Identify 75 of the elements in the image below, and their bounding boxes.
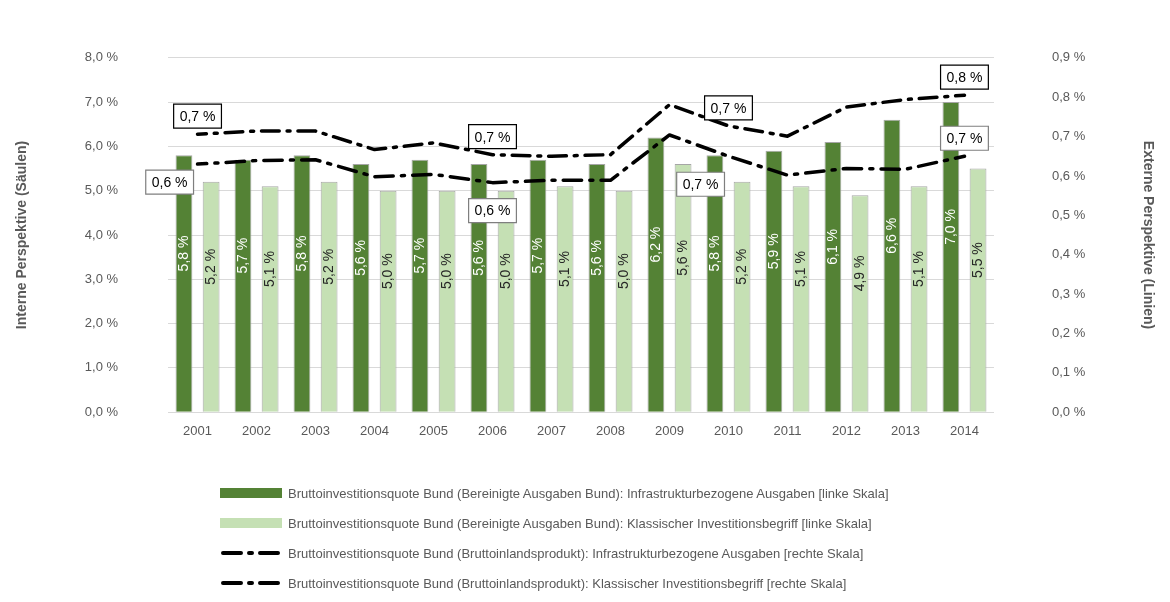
- y-tick-label: 2,0 %: [84, 315, 119, 331]
- data-label: 5,1 %: [260, 251, 277, 287]
- data-label: 0,7 %: [474, 128, 511, 145]
- y-tick-label: 4,0 %: [84, 226, 119, 242]
- data-label: 0,7 %: [710, 99, 747, 116]
- data-label: 5,0 %: [437, 253, 454, 290]
- legend-label: Bruttoinvestitionsquote Bund (Bruttoinlandsprodukt): Infrastrukturbezogene Ausgaben [rechte Skala]: [288, 545, 864, 561]
- data-label: 0,6 %: [151, 173, 188, 190]
- data-label: 5,8 %: [174, 235, 191, 272]
- data-label: 0,6 %: [474, 202, 511, 219]
- x-tick-label: 2007: [537, 422, 566, 438]
- x-tick-label: 2003: [301, 422, 330, 438]
- data-label: 5,6 %: [587, 240, 604, 276]
- y-tick-label: 7,0 %: [84, 93, 119, 109]
- y2-tick-label: 0,4 %: [1051, 246, 1086, 262]
- data-label: 5,7 %: [233, 237, 250, 274]
- data-label: 5,1 %: [909, 251, 926, 287]
- y-tick-label: 0,0 %: [84, 403, 119, 419]
- x-tick-label: 2010: [714, 422, 743, 438]
- data-label: 5,2 %: [319, 248, 336, 285]
- y2-tick-label: 0,3 %: [1051, 285, 1086, 301]
- data-label: 5,1 %: [791, 251, 808, 287]
- data-label: 5,9 %: [764, 233, 781, 270]
- y2-tick-label: 0,9 %: [1051, 49, 1086, 65]
- data-label: 4,9 %: [850, 255, 867, 292]
- data-label: 5,8 %: [292, 235, 309, 272]
- y-axis-title: Interne Perspektive (Säulen): [13, 140, 30, 330]
- data-label: 5,5 %: [968, 242, 985, 279]
- data-label: 5,6 %: [351, 240, 368, 276]
- legend-label: Bruttoinvestitionsquote Bund (Bereinigte Ausgaben Bund): Infrastrukturbezogene Ausgaben [linke Skala]: [288, 485, 889, 501]
- y2-tick-label: 0,6 %: [1051, 167, 1086, 183]
- x-tick-label: 2014: [950, 422, 979, 438]
- data-label: 7,0 %: [941, 208, 958, 245]
- data-label: 5,7 %: [528, 237, 545, 274]
- data-label: 0,8 %: [946, 69, 983, 86]
- x-tick-label: 2001: [183, 422, 212, 438]
- x-tick-label: 2006: [478, 422, 507, 438]
- data-label: 5,2 %: [732, 248, 749, 285]
- data-label: 0,7 %: [682, 176, 719, 193]
- data-label: 6,1 %: [823, 228, 840, 265]
- y2-tick-label: 0,0 %: [1051, 403, 1086, 419]
- data-label: 0,7 %: [179, 108, 216, 125]
- y-tick-label: 8,0 %: [84, 49, 119, 65]
- y-tick-label: 1,0 %: [84, 359, 119, 375]
- x-tick-label: 2009: [655, 422, 684, 438]
- x-tick-label: 2008: [596, 422, 625, 438]
- data-label: 5,7 %: [410, 237, 427, 274]
- y2-tick-label: 0,2 %: [1051, 325, 1086, 341]
- x-tick-label: 2002: [242, 422, 271, 438]
- y-tick-label: 3,0 %: [84, 270, 119, 286]
- y-tick-label: 5,0 %: [84, 182, 119, 198]
- data-label: 5,8 %: [705, 235, 722, 272]
- legend-label: Bruttoinvestitionsquote Bund (Bereinigte Ausgaben Bund): Klassischer Investitionsbegriff [linke Skala]: [288, 515, 872, 531]
- data-label: 5,0 %: [378, 253, 395, 290]
- data-label: 5,2 %: [201, 248, 218, 285]
- x-tick-label: 2011: [773, 422, 802, 438]
- x-tick-label: 2005: [419, 422, 448, 438]
- y2-axis-title: Externe Perspektive (Linien): [1140, 140, 1157, 330]
- y2-tick-label: 0,5 %: [1051, 206, 1086, 222]
- data-label: 5,1 %: [555, 251, 572, 287]
- x-tick-label: 2013: [891, 422, 920, 438]
- y2-tick-label: 0,7 %: [1051, 128, 1086, 144]
- x-tick-label: 2004: [360, 422, 389, 438]
- data-label: 5,6 %: [673, 240, 690, 276]
- y2-tick-label: 0,8 %: [1051, 88, 1086, 104]
- data-label: 5,0 %: [614, 253, 631, 290]
- y-tick-label: 6,0 %: [84, 137, 119, 153]
- data-label: 6,6 %: [882, 217, 899, 254]
- y2-tick-label: 0,1 %: [1051, 364, 1086, 380]
- data-label: 5,6 %: [469, 240, 486, 276]
- legend-label: Bruttoinvestitionsquote Bund (Bruttoinlandsprodukt): Klassischer Investitionsbegriff [rechte Skala]: [288, 575, 847, 591]
- x-tick-label: 2012: [832, 422, 861, 438]
- data-label: 5,0 %: [496, 253, 513, 290]
- data-label: 6,2 %: [646, 226, 663, 263]
- data-label: 0,7 %: [946, 130, 983, 147]
